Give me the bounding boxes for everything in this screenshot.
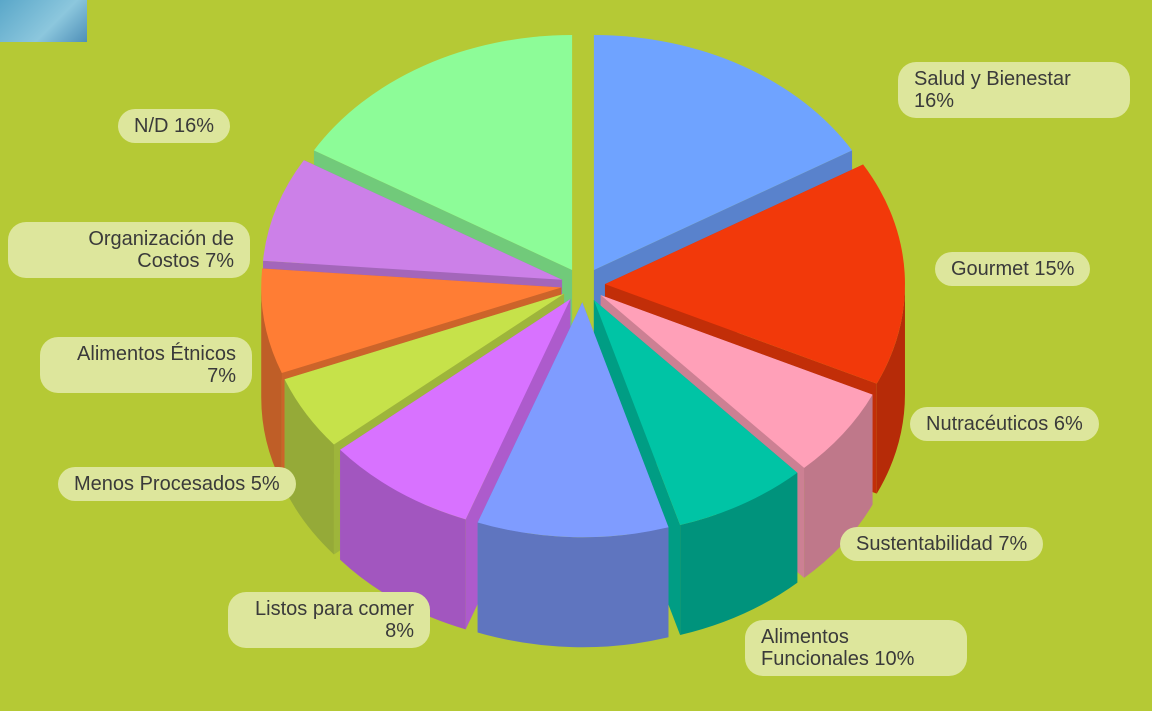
value-label: 5% (251, 473, 280, 495)
slice-label: Alimentos Funcionales 10% (745, 620, 967, 676)
slice-label: Listos para comer 8% (228, 592, 430, 648)
slice-side (478, 522, 669, 647)
value-label: 8% (385, 620, 414, 642)
category-name: Listos para comer (255, 598, 414, 620)
value-label: 7% (998, 533, 1027, 555)
value-label: 16% (914, 90, 954, 112)
slice-label: Nutracéuticos 6% (910, 407, 1099, 441)
infographic: Salud y Bienestar 16% Gourmet 15% Nutracéu… (0, 0, 1152, 711)
slice-label: Salud y Bienestar 16% (898, 62, 1130, 118)
category-name: Sustentabilidad (856, 533, 993, 555)
category-name: Alimentos Étnicos (77, 343, 236, 365)
slice-label: Menos Procesados 5% (58, 467, 296, 501)
category-name: N/D (134, 115, 168, 137)
category-name: Gourmet (951, 258, 1029, 280)
slice-label: Gourmet 15% (935, 252, 1090, 286)
value-label: 7% (205, 250, 234, 272)
slice-label: Alimentos Étnicos 7% (40, 337, 252, 393)
value-label: 15% (1034, 258, 1074, 280)
slice-label: Sustentabilidad 7% (840, 527, 1043, 561)
value-label: 7% (207, 365, 236, 387)
value-label: 16% (174, 115, 214, 137)
category-name: Menos Procesados (74, 473, 245, 495)
value-label: 10% (874, 648, 914, 670)
value-label: 6% (1054, 413, 1083, 435)
category-name: Nutracéuticos (926, 413, 1048, 435)
slice-label: Organización de Costos 7% (8, 222, 250, 278)
category-name: Salud y Bienestar (914, 68, 1071, 90)
category-name: Alimentos Funcionales (761, 626, 869, 670)
slice-label: N/D 16% (118, 109, 230, 143)
